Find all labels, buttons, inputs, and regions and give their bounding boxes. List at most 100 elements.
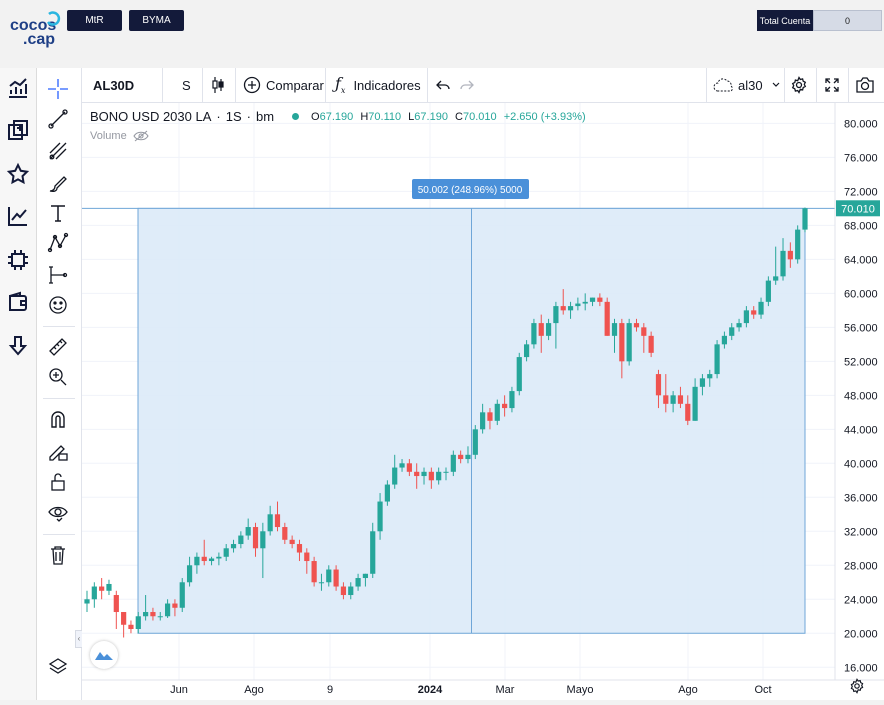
prediction-tool-icon[interactable] (47, 264, 69, 286)
price-tick-label: 36.000 (844, 492, 878, 504)
logo-text-cocos: cocos (10, 17, 56, 34)
fullscreen-icon[interactable] (824, 68, 840, 102)
symbol-search[interactable]: AL30D (93, 77, 135, 93)
candle (685, 395, 691, 426)
layout-selector[interactable]: al30 (713, 68, 781, 102)
pattern-tool-icon[interactable] (47, 232, 69, 254)
magnet-icon[interactable] (47, 408, 69, 430)
trash-icon[interactable] (47, 544, 69, 566)
candle (421, 467, 427, 485)
crosshair-icon[interactable] (47, 78, 69, 100)
volume-label: Volume (90, 130, 127, 142)
time-axis-settings-icon[interactable] (849, 678, 865, 699)
ruler-icon[interactable] (47, 336, 69, 358)
candle (128, 620, 134, 634)
candle (201, 539, 207, 566)
lock-drawing-pencil-icon[interactable] (47, 440, 69, 462)
candle (194, 552, 200, 574)
candle (113, 590, 119, 630)
candle (392, 454, 398, 489)
markets-chart-icon[interactable] (6, 76, 30, 100)
orders-icon[interactable] (6, 118, 30, 142)
candle (736, 318, 742, 332)
price-tick-label: 76.000 (844, 152, 878, 164)
time-tick-label: Oct (754, 684, 771, 696)
brush-icon[interactable] (47, 172, 69, 194)
interval-selector[interactable]: S (182, 77, 191, 93)
candle (589, 297, 596, 307)
candle (91, 582, 97, 608)
compare-button[interactable]: Comparar (243, 68, 324, 102)
trend-line-icon[interactable] (47, 108, 69, 130)
candle (208, 556, 215, 566)
candle (553, 301, 559, 349)
performance-icon[interactable] (6, 204, 30, 228)
legend-title[interactable]: BONO USD 2030 LA (90, 109, 212, 124)
candle (84, 590, 90, 613)
fib-tool-icon[interactable] (47, 140, 69, 162)
portfolio-icon[interactable] (6, 248, 30, 272)
candle (340, 582, 347, 600)
candle (677, 386, 684, 409)
candle (414, 463, 420, 489)
candle (567, 301, 574, 319)
price-tick-label: 16.000 (844, 662, 878, 674)
camera-snapshot-icon[interactable] (855, 68, 875, 102)
candle (626, 318, 632, 366)
candle (362, 573, 369, 587)
price-tick-label: 20.000 (844, 628, 878, 640)
undo-icon[interactable] (435, 68, 451, 102)
eye-hidden-icon[interactable] (133, 130, 149, 142)
unlock-icon[interactable] (47, 471, 69, 493)
market-byma-label: BYMA (142, 15, 171, 26)
layers-icon[interactable] (47, 656, 69, 678)
total-account-label: Total Cuenta (757, 10, 813, 31)
logo-text-cap: .cap (23, 31, 55, 48)
candle (436, 467, 442, 485)
deposit-arrow-icon[interactable] (6, 334, 30, 358)
candle (252, 522, 259, 557)
emoji-icon[interactable] (47, 294, 69, 316)
redo-icon[interactable] (459, 68, 475, 102)
legend-exchange: bm (255, 109, 275, 124)
settings-gear-icon[interactable] (790, 68, 808, 102)
candle (223, 544, 229, 562)
candle (787, 242, 793, 268)
candlestick-chart[interactable]: 80.000 76.000 72.000 68.000 64.000 60.000 56.0… (82, 103, 884, 700)
legend-interval: 1S (225, 109, 242, 124)
wallet-icon[interactable] (6, 290, 30, 314)
chart-style-candles-icon[interactable] (211, 68, 225, 102)
candle (458, 450, 464, 464)
time-tick-label: Ago (244, 684, 264, 696)
cocos-logo[interactable]: cocos .cap (9, 10, 61, 50)
candle (743, 306, 749, 328)
fx-icon: ƒx (335, 74, 346, 96)
tradingview-logo[interactable] (90, 641, 118, 669)
favorites-star-icon[interactable] (6, 162, 30, 186)
candle (465, 446, 471, 464)
chart-toolbar: AL30D S Comparar ƒx Indicadores al30 (82, 68, 884, 103)
candle (143, 595, 149, 621)
chart-pane[interactable]: 80.000 76.000 72.000 68.000 64.000 60.000 56.0… (82, 103, 884, 700)
eye-visibility-icon[interactable] (47, 502, 69, 524)
chevron-down-icon (772, 82, 780, 87)
candle (274, 501, 281, 532)
zoom-in-icon[interactable] (47, 366, 69, 388)
price-tick-label: 32.000 (844, 526, 878, 538)
candle (172, 599, 178, 617)
candle (597, 293, 603, 307)
price-tick-label: 28.000 (844, 560, 878, 572)
candle (795, 225, 801, 264)
candle (267, 505, 273, 536)
market-mtr-button[interactable]: MtR (67, 10, 122, 31)
candle (663, 374, 669, 413)
time-tick-label: 2024 (418, 684, 443, 696)
candle (348, 582, 354, 600)
legend-ohlc: O67.190 H70.110 L67.190 C70.010 +2.650 (… (311, 110, 586, 123)
text-tool-icon[interactable] (47, 202, 69, 224)
time-tick-label: 9 (327, 684, 333, 696)
candle (326, 565, 332, 587)
candle (282, 522, 288, 545)
market-byma-button[interactable]: BYMA (129, 10, 184, 31)
indicators-button[interactable]: ƒx Indicadores (335, 68, 421, 102)
